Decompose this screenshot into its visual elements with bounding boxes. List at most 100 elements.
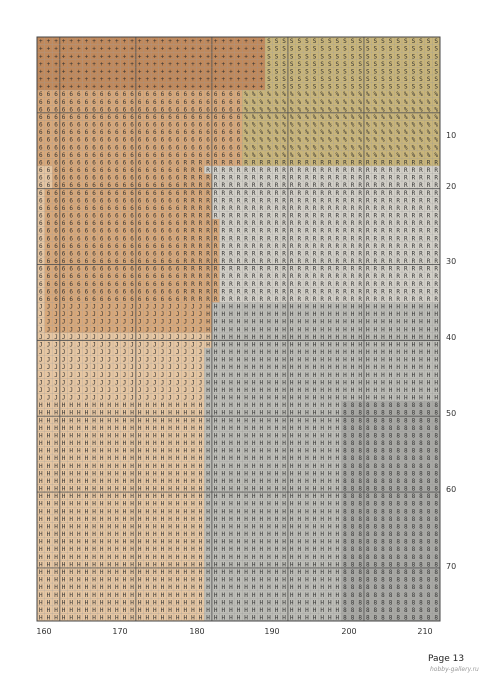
svg-text:6: 6: [183, 91, 187, 98]
svg-text:+: +: [214, 53, 218, 60]
svg-text:6: 6: [77, 91, 81, 98]
svg-text:6: 6: [229, 106, 233, 113]
svg-text:%: %: [275, 106, 279, 113]
svg-text:6: 6: [138, 99, 142, 106]
svg-text:+: +: [145, 53, 149, 60]
svg-text:+: +: [229, 46, 233, 53]
svg-text:%: %: [259, 122, 263, 129]
svg-text:S: S: [404, 61, 408, 68]
svg-text:S: S: [313, 46, 317, 53]
svg-text:%: %: [305, 91, 309, 98]
svg-text:+: +: [47, 84, 51, 91]
svg-text:R: R: [183, 159, 187, 166]
svg-text:+: +: [183, 46, 187, 53]
svg-text:6: 6: [107, 159, 111, 166]
svg-text:+: +: [47, 38, 51, 45]
svg-text:S: S: [267, 68, 271, 75]
svg-text:6: 6: [145, 122, 149, 129]
svg-text:%: %: [252, 99, 256, 106]
svg-text:6: 6: [100, 137, 104, 144]
svg-text:+: +: [145, 68, 149, 75]
svg-text:6: 6: [168, 114, 172, 121]
svg-text:%: %: [244, 129, 248, 136]
svg-text:%: %: [374, 152, 378, 159]
svg-text:6: 6: [214, 114, 218, 121]
svg-text:+: +: [206, 38, 210, 45]
svg-text:S: S: [351, 46, 355, 53]
svg-text:%: %: [313, 106, 317, 113]
svg-text:6: 6: [85, 159, 89, 166]
svg-text:S: S: [267, 53, 271, 60]
svg-text:+: +: [123, 68, 127, 75]
svg-text:6: 6: [77, 99, 81, 106]
svg-text:6: 6: [123, 122, 127, 129]
svg-text:S: S: [282, 76, 286, 83]
svg-text:%: %: [328, 137, 332, 144]
svg-text:6: 6: [153, 106, 157, 113]
svg-text:S: S: [358, 38, 362, 45]
col-label-160: 160: [36, 627, 52, 636]
svg-text:%: %: [252, 129, 256, 136]
stitch-cells: [37, 37, 441, 622]
svg-text:+: +: [244, 61, 248, 68]
svg-text:+: +: [176, 68, 180, 75]
svg-text:+: +: [123, 46, 127, 53]
svg-text:S: S: [275, 61, 279, 68]
svg-text:S: S: [381, 46, 385, 53]
svg-text:+: +: [85, 84, 89, 91]
svg-text:6: 6: [92, 159, 96, 166]
svg-text:6: 6: [47, 122, 51, 129]
svg-text:%: %: [336, 129, 340, 136]
svg-text:+: +: [92, 76, 96, 83]
svg-text:+: +: [214, 61, 218, 68]
svg-text:6: 6: [62, 91, 66, 98]
svg-text:6: 6: [221, 99, 225, 106]
svg-text:+: +: [39, 76, 43, 83]
svg-text:+: +: [138, 46, 142, 53]
svg-text:%: %: [328, 114, 332, 121]
svg-text:+: +: [39, 84, 43, 91]
svg-text:+: +: [161, 46, 165, 53]
svg-text:S: S: [389, 68, 393, 75]
svg-text:6: 6: [229, 129, 233, 136]
svg-text:S: S: [298, 38, 302, 45]
svg-text:+: +: [206, 68, 210, 75]
svg-text:+: +: [115, 68, 119, 75]
svg-text:S: S: [366, 84, 370, 91]
svg-text:%: %: [290, 122, 294, 129]
svg-text:+: +: [214, 76, 218, 83]
svg-text:S: S: [412, 61, 416, 68]
svg-text:S: S: [366, 61, 370, 68]
svg-text:6: 6: [54, 137, 58, 144]
svg-text:%: %: [343, 129, 347, 136]
svg-text:+: +: [153, 84, 157, 91]
svg-text:+: +: [244, 38, 248, 45]
svg-text:+: +: [54, 53, 58, 60]
svg-text:6: 6: [221, 129, 225, 136]
svg-text:S: S: [290, 53, 294, 60]
svg-text:+: +: [229, 61, 233, 68]
svg-text:6: 6: [130, 144, 134, 151]
svg-text:6: 6: [100, 106, 104, 113]
svg-text:S: S: [351, 53, 355, 60]
svg-text:+: +: [100, 53, 104, 60]
svg-text:%: %: [267, 137, 271, 144]
svg-text:+: +: [107, 53, 111, 60]
svg-text:S: S: [267, 76, 271, 83]
svg-text:6: 6: [199, 137, 203, 144]
svg-text:%: %: [275, 91, 279, 98]
svg-text:R: R: [404, 159, 408, 166]
svg-text:6: 6: [85, 91, 89, 98]
svg-text:6: 6: [138, 159, 142, 166]
svg-text:%: %: [366, 106, 370, 113]
svg-text:%: %: [282, 106, 286, 113]
svg-text:+: +: [107, 46, 111, 53]
svg-text:%: %: [320, 152, 324, 159]
svg-text:+: +: [259, 61, 263, 68]
svg-text:S: S: [343, 61, 347, 68]
svg-text:6: 6: [39, 91, 43, 98]
svg-text:S: S: [275, 38, 279, 45]
svg-text:S: S: [434, 68, 438, 75]
svg-text:%: %: [267, 129, 271, 136]
svg-text:+: +: [77, 61, 81, 68]
